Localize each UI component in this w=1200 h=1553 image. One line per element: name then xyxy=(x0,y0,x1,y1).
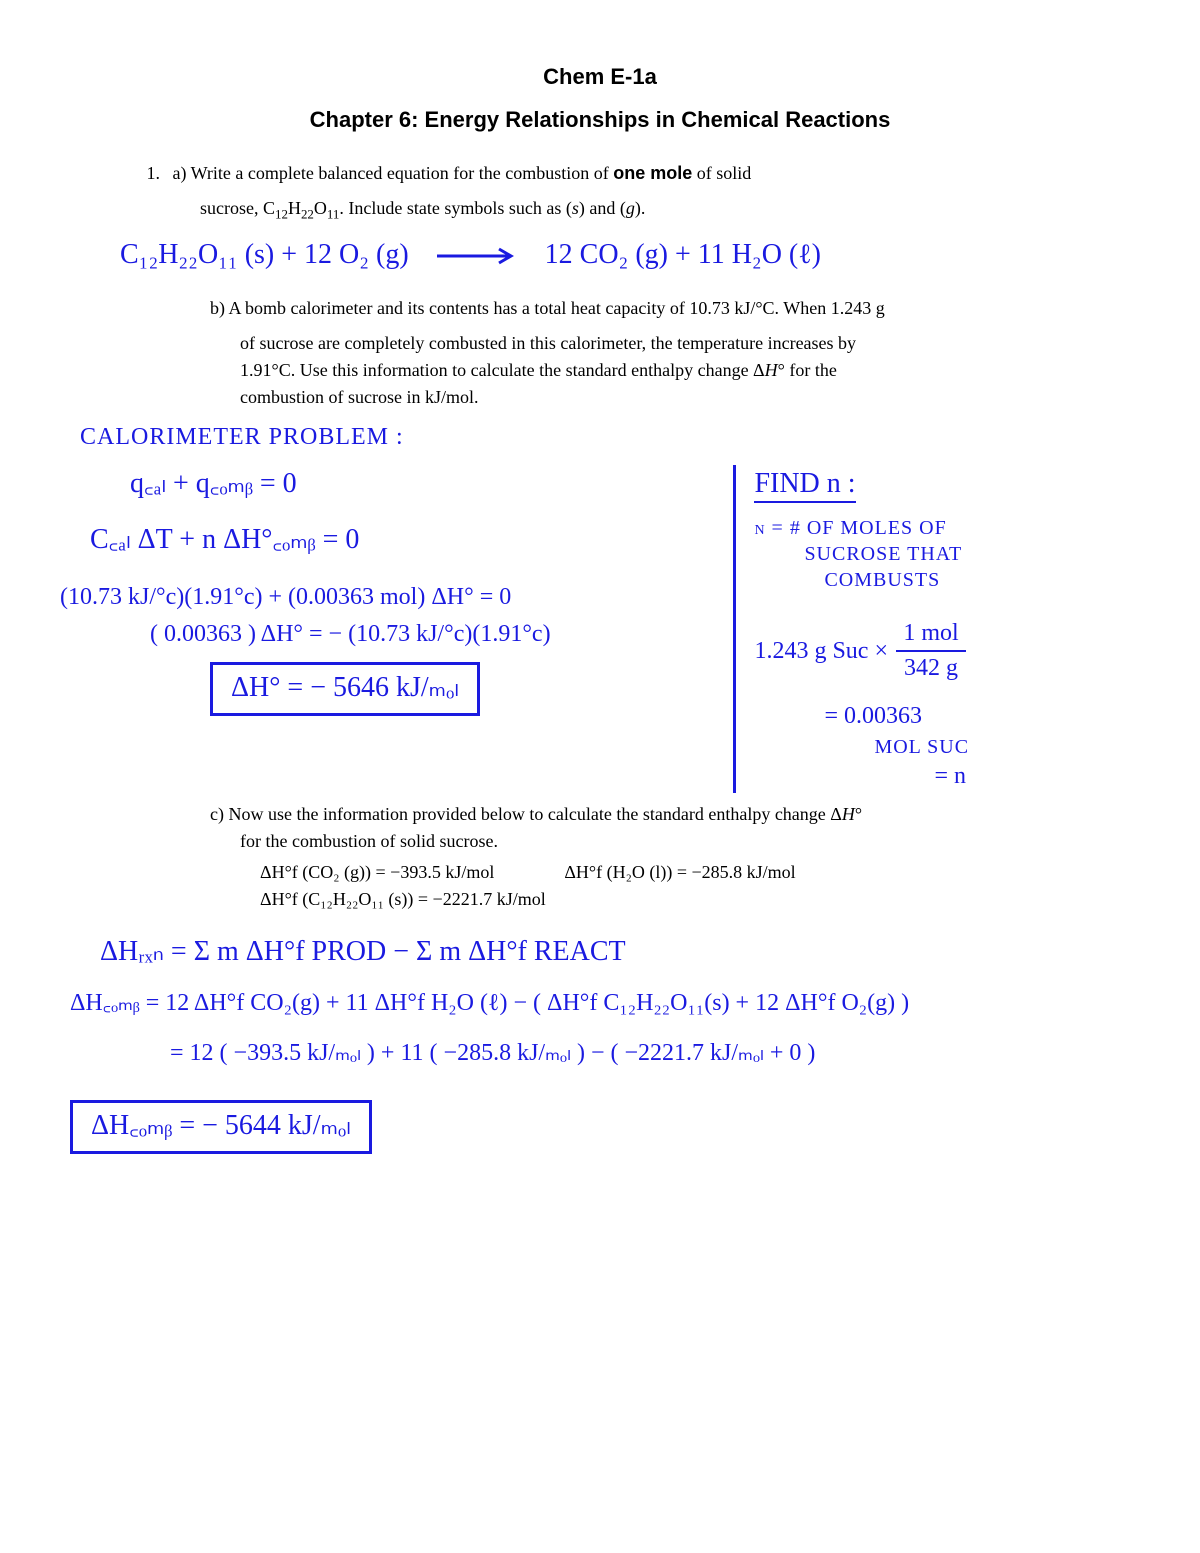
eq-a-left: C₁₂H₂₂O₁₁ (s) + 12 O₂ (g) xyxy=(120,239,409,270)
q1c-l1: c) Now use the information provided belo… xyxy=(210,804,842,824)
cal-eq2: C꜀ₐₗ ΔT + n ΔH°꜀ₒₘᵦ = 0 xyxy=(90,521,715,559)
question-1c: c) Now use the information provided belo… xyxy=(210,801,1060,913)
cal-eq1: q꜀ₐₗ + q꜀ₒₘᵦ = 0 xyxy=(130,465,715,503)
find-n-def2: SUCROSE THAT xyxy=(804,541,1140,567)
q1-number: 1. xyxy=(130,160,160,187)
q1a-text-1: a) Write a complete balanced equation fo… xyxy=(173,163,614,183)
eq-a-right: 12 CO₂ (g) + 11 H₂O (ℓ) xyxy=(545,239,821,270)
course-title: Chem E-1a xyxy=(60,60,1140,93)
find-n-heading: FIND n : xyxy=(754,465,1140,503)
q1a-bold: one mole xyxy=(613,163,692,183)
dHf-h2o: ΔH°f (H₂O (l)) = −285.8 kJ/mol xyxy=(564,859,795,886)
q1b-l2: of sucrose are completely combusted in t… xyxy=(240,330,1060,357)
cal-eq4: ( 0.00363 ) ΔH° = − (10.73 kJ/°c)(1.91°c… xyxy=(150,618,715,652)
find-n-res2: MOL SUC xyxy=(874,734,1140,760)
q1c-l2: for the combustion of solid sucrose. xyxy=(240,828,1060,855)
find-n-def3: COMBUSTS xyxy=(824,567,1140,593)
find-n-res3: = n xyxy=(934,760,1140,794)
hess-answer-box: ΔH꜀ₒₘᵦ = − 5644 kJ/ₘₒₗ xyxy=(70,1100,372,1154)
q1a-text-2: of solid xyxy=(692,163,751,183)
cal-answer-box: ΔH° = − 5646 kJ/ₘₒₗ xyxy=(210,662,480,716)
question-1b: b) A bomb calorimeter and its contents h… xyxy=(210,295,1060,411)
cal-eq3: (10.73 kJ/°c)(1.91°c) + (0.00363 mol) ΔH… xyxy=(60,581,715,615)
dHf-sucrose: ΔH°f (C₁₂H₂₂O₁₁ (s)) = −2221.7 kJ/mol xyxy=(260,886,546,913)
q1a-sucrose: sucrose, C xyxy=(200,198,275,218)
chapter-title: Chapter 6: Energy Relationships in Chemi… xyxy=(60,103,1140,136)
q1b-l3: 1.91°C. Use this information to calculat… xyxy=(240,357,1060,384)
hess-line3: = 12 ( −393.5 kJ/ₘₒₗ ) + 11 ( −285.8 kJ/… xyxy=(170,1037,1140,1071)
hess-line1: ΔHᵣₓₙ = Σ m ΔH°f PROD − Σ m ΔH°f REACT xyxy=(100,933,1140,971)
q1b-l4: combustion of sucrose in kJ/mol. xyxy=(240,384,1060,411)
find-n-def1: n = # OF MOLES OF xyxy=(754,515,1140,541)
find-n-res1: = 0.00363 xyxy=(824,700,1140,734)
reaction-arrow-icon xyxy=(437,238,517,276)
given-dHf: ΔH°f (CO₂ (g)) = −393.5 kJ/mol ΔH°f (H₂O… xyxy=(260,859,1060,913)
dHf-co2: ΔH°f (CO₂ (g)) = −393.5 kJ/mol xyxy=(260,859,494,886)
hess-line2: ΔH꜀ₒₘᵦ = 12 ΔH°f CO₂(g) + 11 ΔH°f H₂O (ℓ… xyxy=(70,987,1140,1021)
question-1a: 1. a) Write a complete balanced equation… xyxy=(170,160,1060,224)
handwritten-eq-a: C₁₂H₂₂O₁₁ (s) + 12 O₂ (g) 12 CO₂ (g) + 1… xyxy=(120,236,1140,275)
find-n-calc: 1.243 g Suc × 1 mol 342 g xyxy=(754,617,1140,686)
calor-work-area: q꜀ₐₗ + q꜀ₒₘᵦ = 0 C꜀ₐₗ ΔT + n ΔH°꜀ₒₘᵦ = 0… xyxy=(60,465,1140,793)
calor-label: CALORIMETER PROBLEM : xyxy=(80,421,1140,455)
q1b-l1: b) A bomb calorimeter and its contents h… xyxy=(210,295,1060,322)
